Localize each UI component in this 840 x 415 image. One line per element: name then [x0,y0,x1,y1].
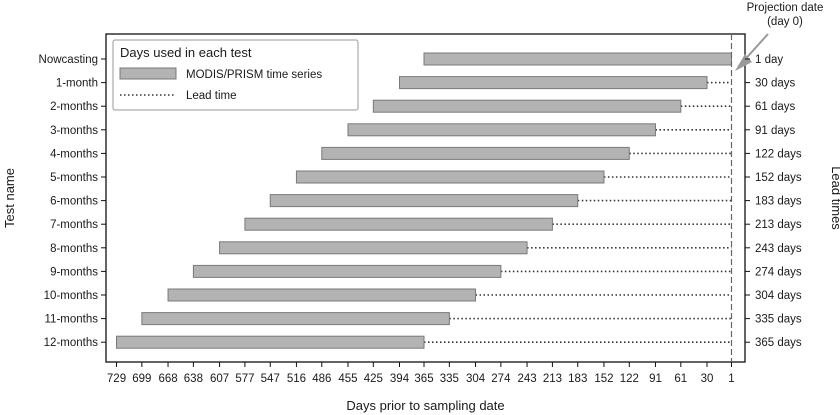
x-tick-label: 122 [620,373,639,385]
legend-label-lead-time: Lead time [186,90,237,102]
series-bar [321,146,630,160]
series-bar [141,312,450,326]
legend: Days used in each test MODIS/PRISM time … [112,39,359,111]
x-tick-label: 729 [107,373,126,385]
x-tick-label: 30 [701,373,714,385]
series-bar [295,170,605,184]
x-tick-label: 486 [312,373,331,385]
y-tick-label: 3-months [50,125,98,137]
x-axis-title: Days prior to sampling date [346,398,504,413]
y-tick-label: Nowcasting [39,54,98,66]
legend-box [112,39,359,111]
axes: Nowcasting 1 day 1-month 30 days 2-months 61 … [39,54,802,385]
y2-tick-label: 30 days [755,78,796,90]
y2-tick-label: 304 days [755,290,802,302]
y-tick-label: 2-months [50,101,98,113]
series-bar [167,288,477,302]
x-tick-label: 365 [414,373,433,385]
x-tick-label: 1 [728,373,734,385]
projection-label-line1: Projection date [747,2,824,14]
x-tick-label: 394 [390,373,410,385]
x-tick-label: 577 [235,373,254,385]
series-bar [372,99,682,113]
series-bar [219,241,528,255]
y-tick-label: 10-months [44,290,99,302]
legend-label-series: MODIS/PRISM time series [186,69,322,81]
plot-border [105,33,746,363]
series-bars [116,52,732,349]
y-tick-label: 4-months [50,148,98,160]
y2-tick-label: 122 days [755,148,802,160]
y-tick-label: 5-months [50,172,98,184]
y2-tick-label: 274 days [755,266,802,278]
x-tick-label: 61 [674,373,687,385]
series-bar [116,335,425,349]
x-tick-label: 516 [287,373,306,385]
x-tick-label: 243 [517,373,536,385]
series-bar [423,52,732,66]
x-tick-label: 547 [261,373,280,385]
projection-arrow-head [735,54,752,71]
y-tick-label: 11-months [45,314,99,326]
x-tick-label: 638 [184,373,203,385]
y2-tick-label: 91 days [755,125,796,137]
y2-tick-label: 183 days [755,196,802,208]
x-tick-label: 152 [594,373,613,385]
y2-tick-label: 243 days [755,243,802,255]
series-bar [244,217,553,231]
x-tick-label: 274 [491,373,511,385]
series-bar [399,76,708,90]
y2-tick-label: 61 days [755,101,796,113]
x-tick-label: 699 [132,373,151,385]
y-tick-label: 9-months [50,266,98,278]
series-bar [269,194,579,208]
y-tick-label: 6-months [50,196,98,208]
x-tick-label: 607 [210,373,229,385]
x-tick-label: 425 [364,373,383,385]
x-tick-label: 91 [649,373,662,385]
series-bar [347,123,656,137]
y2-tick-label: 213 days [755,219,802,231]
x-tick-label: 213 [543,373,562,385]
y2-tick-label: 152 days [755,172,802,184]
x-tick-label: 304 [466,373,486,385]
y2-tick-label: 335 days [755,314,802,326]
x-tick-label: 183 [568,373,587,385]
y-tick-label: 1-month [56,78,98,90]
y-axis-title: Test name [2,168,17,228]
legend-title: Days used in each test [120,45,252,60]
series-bar [192,264,502,278]
legend-swatch-bar [119,67,177,80]
y-tick-label: 12-months [44,337,99,349]
plot-frame [105,33,746,363]
right-axis-title: Lead times [829,166,840,230]
projection-label-line2: (day 0) [767,16,803,28]
x-tick-label: 455 [338,373,357,385]
y2-tick-label: 1 day [755,54,783,66]
x-tick-label: 668 [158,373,177,385]
y2-tick-label: 365 days [755,337,802,349]
x-tick-label: 335 [440,373,459,385]
y-tick-label: 7-months [50,219,98,231]
lead-time-lines [424,81,732,344]
y-tick-label: 8-months [50,243,98,255]
